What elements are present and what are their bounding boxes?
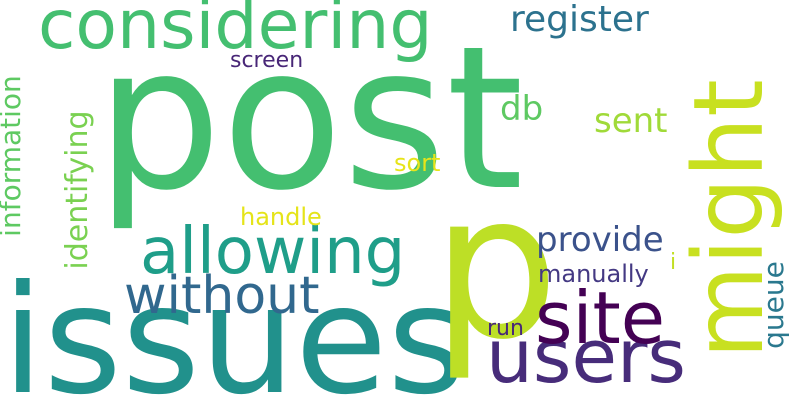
word-handle: handle xyxy=(240,203,322,231)
word-post: post xyxy=(96,3,524,234)
word-allowing: allowing xyxy=(140,215,406,289)
word-p: p xyxy=(432,151,559,384)
word-site: site xyxy=(535,276,666,360)
word-run: run xyxy=(487,316,524,341)
word-without: without xyxy=(124,266,320,326)
word-provide: provide xyxy=(536,220,664,260)
word-i: i xyxy=(670,250,677,275)
word-db: db xyxy=(500,89,544,129)
word-identifying: identifying xyxy=(60,110,95,270)
word-manually: manually xyxy=(538,260,649,288)
word-sort: sort xyxy=(394,149,441,177)
word-sent: sent xyxy=(594,101,668,141)
word-register: register xyxy=(510,0,649,40)
word-considering: considering xyxy=(38,0,433,65)
word-screen: screen xyxy=(230,48,304,73)
word-users: users xyxy=(486,314,686,400)
word-queue: queue xyxy=(757,261,790,349)
word-issues: issues xyxy=(2,254,466,400)
word-information: information xyxy=(0,75,27,237)
